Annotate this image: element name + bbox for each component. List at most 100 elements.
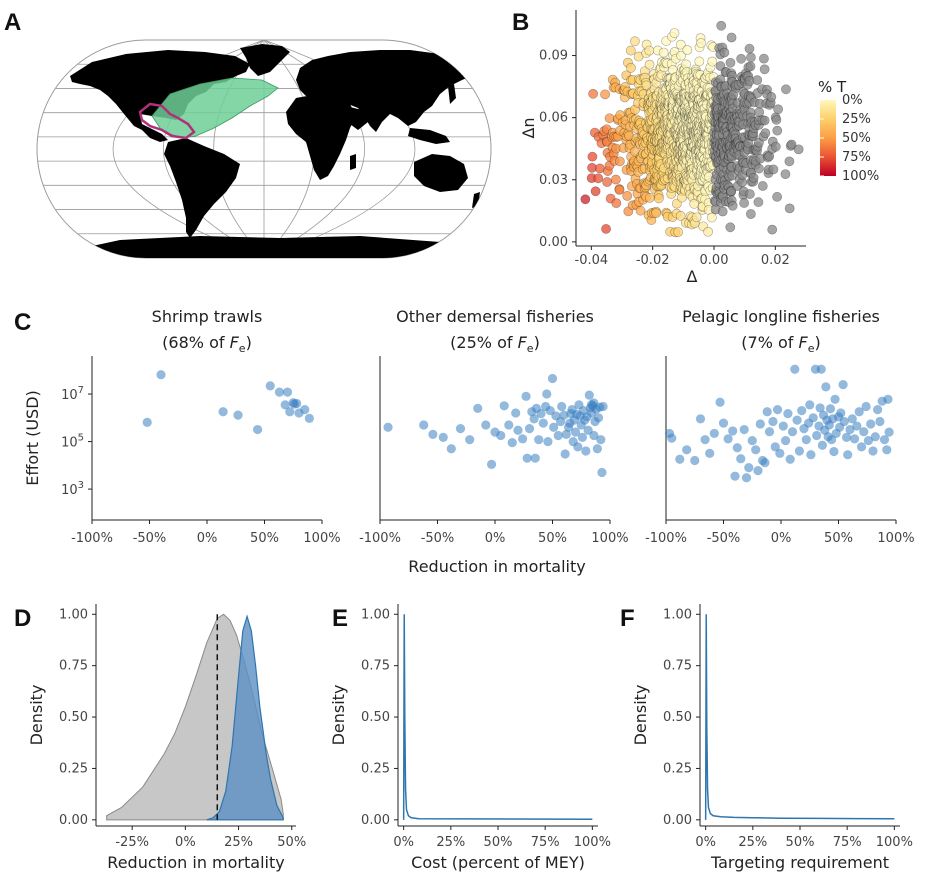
panel-c-point xyxy=(383,422,393,432)
panel-b-point xyxy=(629,36,640,47)
panelE-x-label: Cost (percent of MEY) xyxy=(411,853,585,872)
panel-b-point xyxy=(675,39,686,50)
panel-c-point xyxy=(592,444,602,454)
panel-b-point xyxy=(673,227,683,237)
panel-e-density: 0.00 0.25 0.50 0.75 1.00 0% 25% 50% 75% 100% Cost … xyxy=(329,604,611,872)
panel-b-point xyxy=(614,156,625,167)
panelE-x-tick-label: 25% xyxy=(436,835,465,850)
panel-c-point xyxy=(511,408,521,418)
panel-b-point xyxy=(671,198,682,209)
panel-c-point xyxy=(728,426,738,436)
panel-b-point xyxy=(588,88,599,99)
map-north-america xyxy=(70,50,250,142)
panel-c-point xyxy=(806,450,816,460)
panel-c-point xyxy=(584,390,594,400)
panel-c-point xyxy=(884,427,894,437)
panel-c-point xyxy=(547,373,558,384)
panel-b-point xyxy=(770,141,781,152)
panel-c-title: Shrimp trawls xyxy=(152,307,263,326)
panel-c-point xyxy=(797,406,807,416)
panel-b-point xyxy=(772,125,783,136)
panel-b-point xyxy=(726,32,737,43)
panel-c-x-label: Reduction in mortality xyxy=(408,557,585,576)
panel-b-point xyxy=(725,57,736,68)
panel-b-point xyxy=(739,198,750,208)
legend-title: % T xyxy=(818,78,847,96)
panel-b-point xyxy=(590,186,601,197)
panel-c-point xyxy=(847,414,857,424)
panel-c-point xyxy=(783,409,793,419)
panelF-density-line xyxy=(704,614,895,820)
panel-b-point xyxy=(793,144,804,155)
panelE-y-tick-label: 0.50 xyxy=(361,710,390,725)
panelE-density-line xyxy=(402,614,593,820)
panel-b-point xyxy=(703,226,713,237)
panel-c-point xyxy=(838,379,848,390)
panel-b-point xyxy=(736,53,747,64)
panel-c-point xyxy=(543,436,553,447)
panel-c-point xyxy=(723,434,733,444)
panel-c-subplot: Other demersal fisheries (25% of Fe) -100%… xyxy=(359,307,629,546)
panel-c-point xyxy=(709,428,719,439)
panelF-x-tick-label: 25% xyxy=(738,835,767,850)
panelF-x-tick-label: 75% xyxy=(833,835,862,850)
panel-c-point xyxy=(675,454,685,464)
panel-b-point xyxy=(767,224,778,235)
panel-c-point xyxy=(529,414,539,424)
panelE-y-tick-label: 0.00 xyxy=(361,813,390,828)
panelF-y-label: Density xyxy=(631,685,650,746)
panel-c-point xyxy=(542,389,552,399)
panel-c-point xyxy=(790,364,800,374)
panel-b-point xyxy=(746,52,756,63)
map-madagascar xyxy=(350,154,356,170)
panel-c-point xyxy=(836,408,846,418)
panel-b-point xyxy=(604,113,615,124)
panel-c-x-tick-label: -100% xyxy=(645,531,687,546)
panel-b-point xyxy=(625,45,636,56)
panelE-x-tick-label: 75% xyxy=(531,835,560,850)
panel-b-point xyxy=(614,184,625,195)
panel-c-point xyxy=(499,401,509,411)
panel-c-point xyxy=(762,407,772,417)
panel-c-point xyxy=(741,473,752,483)
panel-c-point xyxy=(577,432,588,442)
panel-b-point xyxy=(682,45,693,55)
panelD-y-tick-label: 0.75 xyxy=(59,659,88,674)
panel-b-point xyxy=(626,62,636,73)
panel-c-x-tick-label: 100% xyxy=(303,531,340,546)
panel-c-point xyxy=(859,427,869,437)
panel-c-point xyxy=(821,382,831,392)
panel-c-point xyxy=(830,394,840,404)
panel-b-point xyxy=(654,193,664,204)
panel-c-point xyxy=(879,435,890,445)
panelE-x-tick-label: 50% xyxy=(484,835,513,850)
panel-label-d: D xyxy=(14,605,31,632)
panel-b-point xyxy=(725,222,736,233)
panel-c-point xyxy=(538,418,548,428)
panel-c-point xyxy=(845,424,855,435)
map-greenland xyxy=(240,44,290,76)
panel-b-point xyxy=(766,92,777,102)
panel-c-point xyxy=(882,445,892,455)
panel-c-point xyxy=(808,413,818,423)
panelD-y-tick-label: 0.25 xyxy=(59,761,88,776)
panel-c-point xyxy=(854,407,864,417)
panel-b-point xyxy=(593,173,604,184)
panel-c-point xyxy=(504,420,514,430)
panel-c-point xyxy=(667,433,677,443)
panel-c-point xyxy=(593,413,604,423)
panel-c-point xyxy=(875,416,885,427)
panel-b-y-tick-label: 0.09 xyxy=(539,49,568,64)
panel-c-x-tick-label: 50% xyxy=(250,531,279,546)
panel-b-x-tick-label: 0.00 xyxy=(700,253,729,268)
panel-b-point xyxy=(759,64,770,75)
panel-b-x-tick-label: -0.02 xyxy=(636,253,670,268)
panel-b-point xyxy=(691,212,702,223)
panelD-x-tick-label: 50% xyxy=(277,835,306,850)
panel-c-point xyxy=(764,427,775,437)
panel-b-point xyxy=(771,114,782,125)
panelD-y-label: Density xyxy=(27,685,46,746)
panel-b-point xyxy=(781,84,791,95)
panel-b-point xyxy=(784,203,795,214)
panel-c-point xyxy=(496,430,506,441)
